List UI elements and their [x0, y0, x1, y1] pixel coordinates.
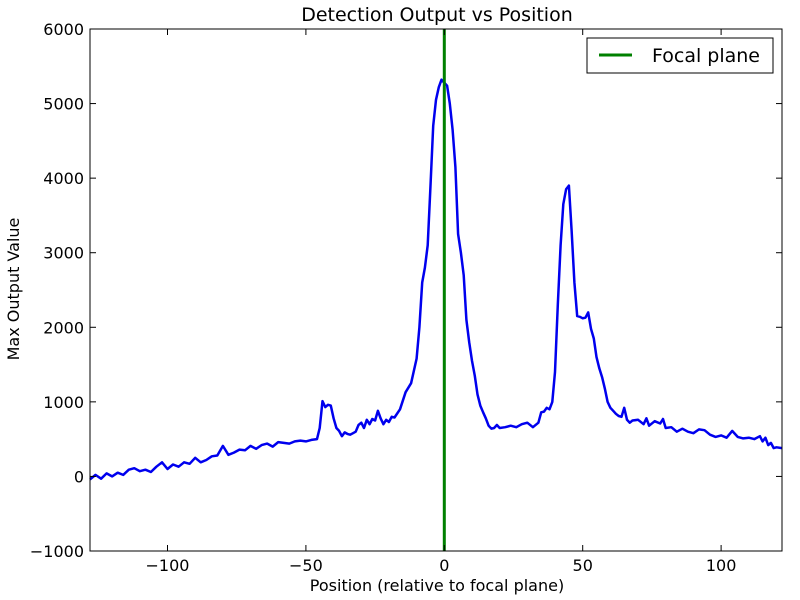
chart-title: Detection Output vs Position — [301, 4, 573, 26]
y-axis: −1000 0 1000 2000 3000 4000 5000 6000 — [30, 20, 782, 561]
y-tick-label: 5000 — [43, 95, 84, 114]
series-line-max-output — [89, 78, 783, 481]
x-axis: −100 −50 0 50 100 — [146, 29, 737, 575]
legend: Focal plane — [586, 37, 774, 74]
y-axis-title: Max Output Value — [4, 218, 23, 361]
y-tick-label: −1000 — [30, 542, 84, 561]
x-tick-label: −100 — [146, 556, 190, 575]
x-axis-title: Position (relative to focal plane) — [310, 576, 564, 595]
y-tick-label: 1000 — [43, 393, 84, 412]
plot-frame — [89, 28, 783, 552]
plot-background — [90, 29, 782, 551]
y-tick-label: 4000 — [43, 169, 84, 188]
x-tick-label: 0 — [439, 556, 449, 575]
y-tick-label: 2000 — [43, 318, 84, 337]
y-tick-label: 0 — [74, 467, 84, 486]
y-tick-label: 3000 — [43, 244, 84, 263]
legend-label-focal-plane: Focal plane — [652, 45, 760, 67]
x-tick-label: 100 — [706, 556, 737, 575]
plot-area — [89, 28, 783, 552]
x-tick-label: −50 — [289, 556, 323, 575]
x-tick-label: 50 — [573, 556, 593, 575]
y-tick-label: 6000 — [43, 20, 84, 39]
